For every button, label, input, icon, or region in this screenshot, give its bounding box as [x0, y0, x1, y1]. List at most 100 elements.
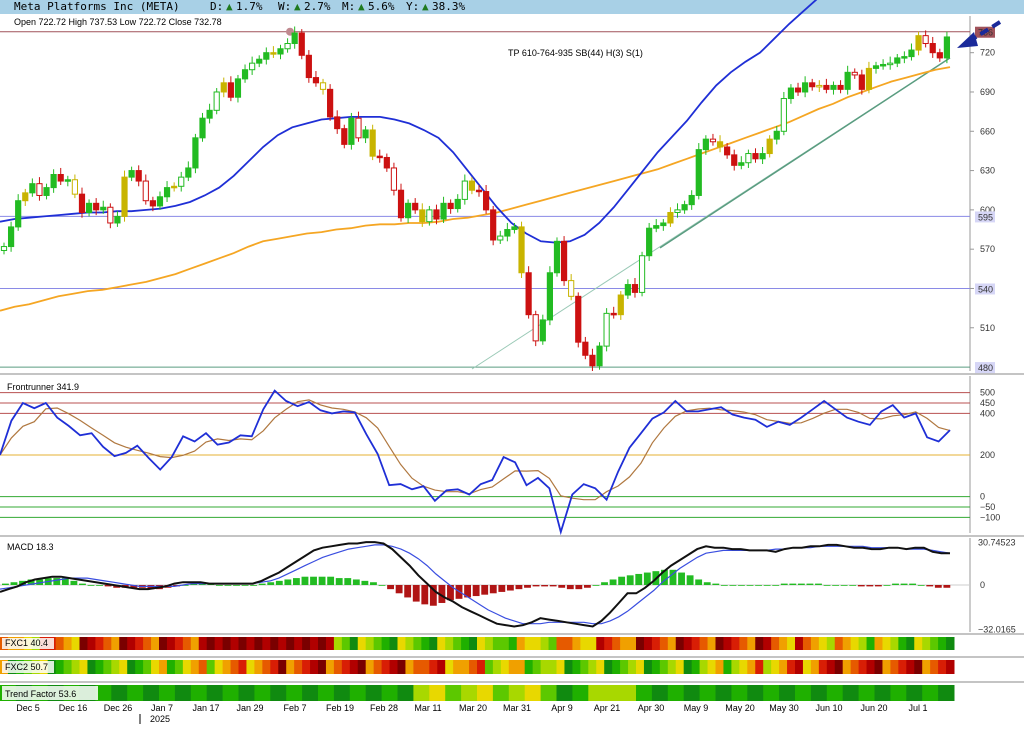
candle-body — [901, 56, 908, 59]
candle-body — [412, 202, 419, 211]
x-axis: Dec 5 Dec 16 Dec 26 Jan 7 Jan 17 Jan 29 Feb 7 F… — [16, 703, 928, 724]
heat-cell — [715, 637, 724, 650]
macd-tick-label: 0 — [980, 580, 985, 590]
candle-body — [532, 314, 539, 342]
ticker-title: Meta Platforms Inc (META) — [14, 0, 180, 13]
candle — [490, 205, 497, 246]
heat-cell — [683, 637, 693, 650]
macd-histogram-bar — [352, 579, 360, 585]
macd-histogram-bar — [900, 583, 908, 585]
candle-body — [688, 194, 695, 206]
heat-cell — [405, 637, 414, 650]
heat-cell — [389, 637, 398, 650]
heat-cell — [636, 637, 645, 650]
heat-cell — [667, 685, 685, 701]
candle — [93, 198, 100, 216]
heat-cell — [365, 685, 383, 701]
heat-cell — [763, 637, 772, 650]
macd-histogram-bar — [447, 585, 454, 601]
heat-cell — [302, 637, 311, 650]
heat-cell — [596, 637, 605, 650]
candle — [405, 199, 412, 223]
frontrunner-tick-label: 500 — [980, 388, 995, 398]
heat-cell — [628, 660, 637, 674]
frontrunner-line — [0, 389, 951, 536]
heat-cell — [842, 685, 860, 701]
price-tick-label: 570 — [980, 244, 995, 254]
candle-body — [858, 74, 865, 90]
candle-body — [851, 71, 858, 76]
heat-cell — [667, 637, 677, 650]
heat-cell — [763, 660, 772, 674]
yearly-change-label: Y: — [406, 0, 420, 13]
monthly-change-value: 5.6% — [368, 0, 395, 13]
heat-cell — [55, 660, 65, 674]
candle — [312, 71, 320, 87]
candle — [596, 342, 603, 370]
macd-histogram-bar — [729, 585, 737, 586]
candle-body — [149, 200, 156, 207]
x-tick-label: Jan 29 — [236, 703, 263, 713]
heat-cell — [206, 660, 216, 674]
candle-body — [341, 128, 348, 145]
heat-cell — [906, 660, 915, 674]
heat-cell — [914, 637, 923, 650]
candle — [560, 236, 568, 286]
candle-body — [929, 43, 936, 54]
heat-cell — [341, 660, 351, 674]
heat-cell — [651, 660, 661, 674]
candle-body — [270, 52, 277, 55]
macd-histogram-bar — [618, 576, 626, 585]
candle — [589, 348, 596, 371]
heat-label-1: FXC1 40.4 — [5, 638, 48, 648]
heat-cell — [898, 637, 907, 650]
ma200-line — [0, 66, 951, 312]
heat-cell — [151, 660, 160, 674]
macd-histogram-bar — [464, 585, 472, 598]
candle — [78, 187, 86, 218]
candle — [440, 196, 447, 223]
macd-histogram-bar — [532, 585, 540, 587]
heat-cell — [373, 637, 383, 650]
candle-body — [880, 63, 887, 67]
candle-body — [461, 180, 468, 200]
macd-histogram-bar — [772, 585, 780, 586]
heat-cell — [548, 660, 557, 674]
heat-cell — [111, 660, 120, 674]
candle-body — [681, 204, 688, 211]
heat-cell — [278, 637, 287, 650]
candle — [178, 171, 185, 192]
heat-cell — [707, 637, 716, 650]
heat-cell — [333, 660, 343, 674]
heat-cell — [333, 685, 351, 701]
heat-cell — [254, 685, 271, 701]
heat-cell — [850, 637, 860, 650]
heat-cell — [79, 637, 88, 650]
trend-line — [659, 57, 951, 249]
macd-histogram-bar — [10, 582, 18, 585]
candle-body — [617, 294, 624, 316]
heat-cell — [381, 637, 391, 650]
heat-cell — [246, 660, 255, 674]
macd-line — [0, 541, 950, 628]
candle-body — [0, 246, 8, 251]
macd-histogram-bar — [849, 585, 857, 586]
heat-cell — [453, 660, 462, 674]
candle-body — [171, 185, 178, 189]
candle — [858, 69, 865, 95]
candle — [482, 184, 490, 214]
candle — [192, 133, 199, 174]
candle — [227, 76, 234, 102]
macd-histogram-bar — [292, 578, 300, 585]
candle-body — [277, 48, 284, 55]
candle — [894, 53, 901, 68]
candle — [22, 188, 29, 206]
candle-body — [440, 202, 447, 220]
candle-body — [482, 191, 490, 211]
heat-cell — [95, 685, 112, 701]
heat-cell — [802, 660, 812, 674]
heat-cell — [834, 637, 844, 650]
heat-label-background — [2, 661, 54, 673]
x-tick-label: Mar 20 — [459, 703, 487, 713]
